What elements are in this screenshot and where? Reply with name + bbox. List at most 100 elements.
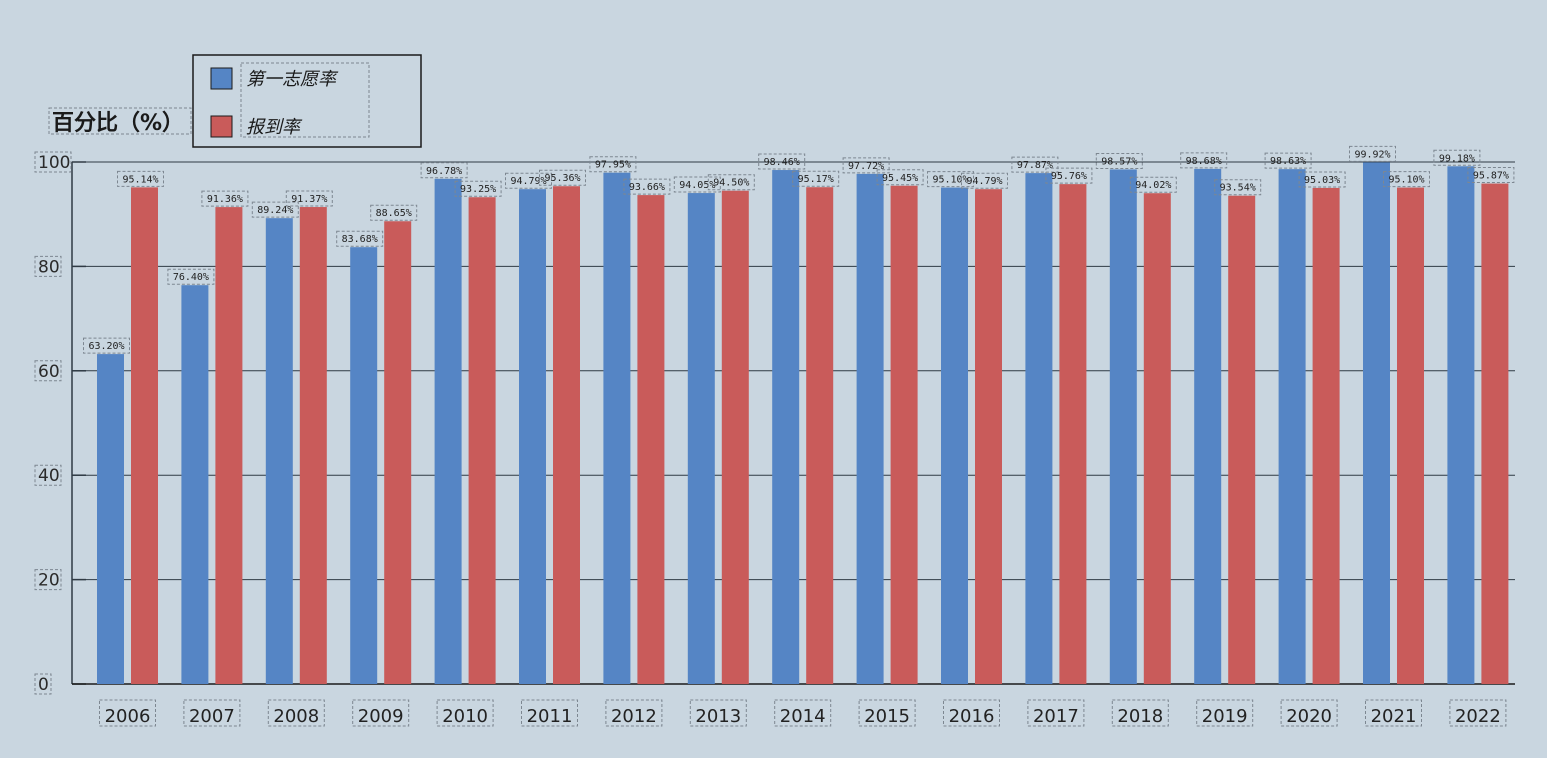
legend-label-first-choice: 第一志愿率 [246,69,339,90]
x-tick-label-box [99,699,156,727]
data-label-box [707,174,755,191]
data-label-box [454,180,502,197]
x-tick-label-box [352,699,410,727]
x-tick-label-2021: 2021 [1371,706,1417,727]
data-label-box [1298,171,1346,188]
data-label-enrollment-2017: 95.76% [1051,171,1087,182]
y-axis-label: 百分比（%） [52,111,184,136]
x-tick-label-2007: 2007 [189,706,235,727]
bar-first-choice-2015 [856,173,884,684]
bar-first-choice-2011 [519,189,546,684]
x-tick-label-2016: 2016 [949,706,995,727]
data-label-enrollment-2019: 93.54% [1220,183,1256,194]
x-tick-label-2020: 2020 [1286,706,1332,727]
data-label-box [285,190,333,207]
data-label-box [1383,171,1430,188]
x-tick-label-box [267,699,325,727]
bar-first-choice-2018 [1109,169,1137,684]
data-label-box [420,162,468,179]
x-tick-label-2008: 2008 [273,706,319,727]
bar-enrollment-2014 [806,187,834,685]
data-label-box [1011,156,1059,173]
legend-swatch-enrollment [210,115,233,138]
y-tick-label-box [34,151,72,173]
data-label-first-choice-2014: 98.46% [764,157,800,168]
x-tick-label-2012: 2012 [611,706,657,727]
x-tick-label-box [1449,699,1507,727]
data-label-box [1264,152,1312,169]
bar-enrollment-2008 [299,207,327,685]
x-tick-label-2009: 2009 [358,706,404,727]
data-label-enrollment-2009: 88.65% [376,208,412,219]
x-tick-label-2014: 2014 [780,706,826,727]
data-label-enrollment-2008: 91.37% [291,194,327,205]
data-label-enrollment-2006: 95.14% [122,174,158,185]
bar-first-choice-2014 [772,170,800,684]
data-label-box [876,169,924,186]
bar-enrollment-2009 [384,221,412,684]
x-tick-label-box [183,699,241,727]
data-label-box [842,157,890,174]
data-label-enrollment-2010: 93.25% [460,184,496,195]
x-tick-label-box [1027,699,1085,727]
data-label-box [1129,176,1177,193]
data-label-enrollment-2022: 95.87% [1473,171,1509,182]
y-tick-label: 20 [38,571,60,591]
data-label-first-choice-2017: 97.87% [1017,160,1053,171]
x-tick-label-2018: 2018 [1117,706,1163,727]
data-label-enrollment-2015: 95.45% [882,173,918,184]
data-label-enrollment-2013: 94.50% [713,178,749,189]
bar-enrollment-2021 [1397,187,1424,684]
data-label-box [370,204,418,221]
data-label-box [623,178,671,195]
bar-first-choice-2007 [181,285,209,684]
data-label-box [1095,152,1143,169]
y-axis-label-group: 百分比（%） [48,107,192,136]
y-tick-label-box [34,255,62,277]
data-label-first-choice-2015: 97.72% [848,161,884,172]
y-tick-label-box [34,569,62,591]
x-tick-label-box [1111,699,1169,727]
x-tick-label-2022: 2022 [1455,706,1501,727]
data-label-first-choice-2012: 97.95% [595,160,631,171]
bar-first-choice-2012 [603,172,631,685]
x-tick-label-box [521,699,578,727]
data-label-first-choice-2011: 94.79% [510,176,546,187]
data-label-first-choice-2019: 98.68% [1186,156,1222,167]
legend-swatch-first-choice [210,67,233,90]
data-label-enrollment-2021: 95.10% [1388,175,1424,186]
y-tick-label: 40 [38,466,60,486]
bars [97,162,1509,685]
bar-first-choice-2020 [1278,169,1306,685]
data-label-enrollment-2018: 94.02% [1135,180,1171,191]
data-label-box [792,170,840,187]
x-tick-label-box [1365,699,1422,727]
bar-enrollment-2011 [553,186,580,684]
x-tick-label-box [774,699,832,727]
x-tick-label-2019: 2019 [1202,706,1248,727]
bar-first-choice-2006 [97,354,124,684]
data-label-box [673,176,721,193]
data-label-box [201,190,249,207]
bar-enrollment-2012 [637,195,665,685]
data-label-box [758,153,806,170]
legend-label-enrollment: 报到率 [246,117,303,138]
data-labels: 63.20% 95.14% 76.40% 91.36% 89.24%91.37% 83.6… [83,145,1515,354]
data-label-enrollment-2011: 95.36% [544,173,580,184]
bar-enrollment-2019 [1228,195,1256,685]
x-tick-label-box [689,699,747,727]
y-tick-label-box [34,673,52,695]
bar-enrollment-2022 [1481,183,1509,684]
bar-enrollment-2018 [1143,193,1171,684]
legend-frame [192,54,422,148]
bar-first-choice-2021 [1363,162,1390,684]
bar-first-choice-2013 [687,193,715,684]
y-tick-label: 0 [38,675,49,695]
bar-first-choice-2017 [1025,173,1053,685]
data-label-box [1467,167,1515,184]
data-label-first-choice-2021: 99.92% [1354,149,1390,160]
data-label-enrollment-2007: 91.36% [207,194,243,205]
data-label-box [1045,167,1093,184]
